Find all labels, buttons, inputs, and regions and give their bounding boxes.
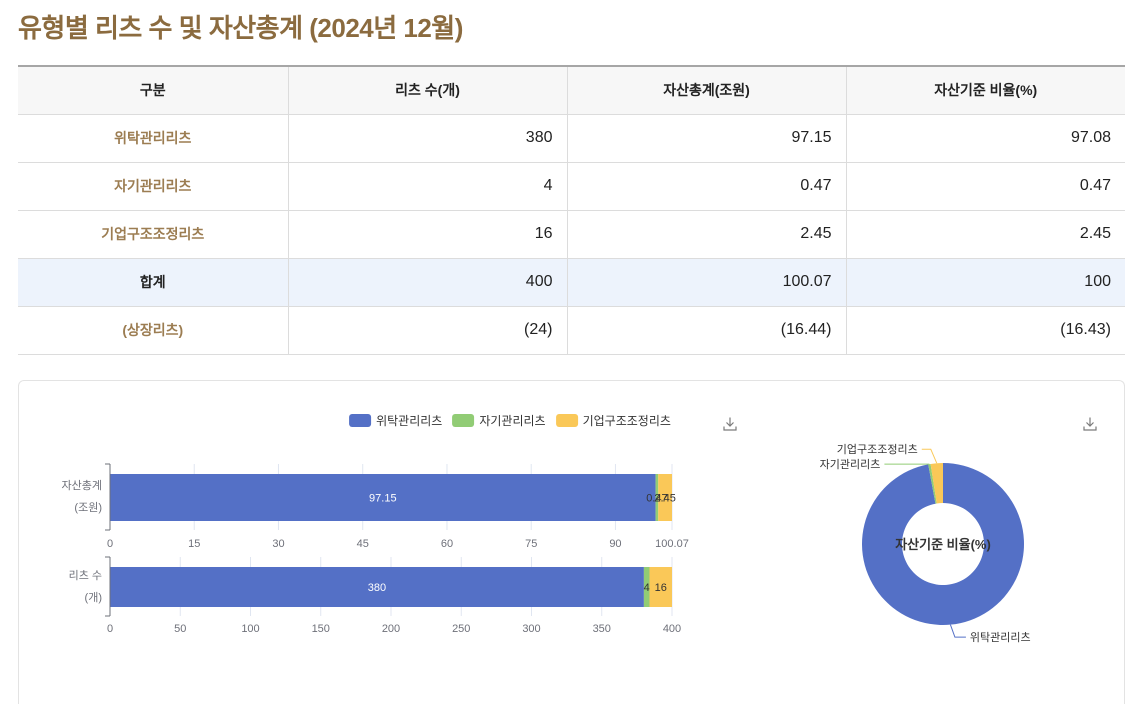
x-tick-label: 45 (357, 538, 369, 550)
row-label: 기업구조조정리츠 (18, 210, 288, 259)
table-row: 자기관리리츠 4 0.47 0.47 (18, 162, 1125, 211)
bar-segment (643, 567, 650, 607)
table-total-row: 합계 400 100.07 100 (18, 258, 1125, 307)
x-tick-label: 0 (107, 623, 113, 635)
pie-slice (861, 463, 1024, 625)
y-axis-category-label: 리츠 수 (69, 569, 102, 582)
reit-count-cell: 16 (287, 210, 567, 259)
header-reit-count: 리츠 수(개) (287, 66, 567, 115)
bar-data-label: 4 (644, 582, 650, 594)
bar-data-label: 97.15 (369, 493, 397, 505)
chart-canvas: 97.15 0.472.45 자산총계 (조원) 0 15 30 45 60 75 90 100.07… (62, 443, 1031, 644)
pie-slice (928, 463, 937, 504)
pie-label: 자기관리리츠 (820, 458, 881, 471)
y-axis-unit-label: (개) (85, 591, 102, 604)
reits-summary-table: 구분 리츠 수(개) 자산총계(조원) 자산기준 비율(%) 위탁관리리츠 38… (18, 65, 1125, 355)
download-icon (1083, 417, 1097, 431)
total-assets-cell: (16.44) (566, 306, 846, 355)
x-tick-label: 400 (663, 623, 681, 635)
asset-ratio-cell: 0.47 (845, 162, 1125, 211)
legend-swatch (452, 414, 475, 427)
table-header-row: 구분 리츠 수(개) 자산총계(조원) 자산기준 비율(%) (18, 66, 1125, 115)
bar-segment (110, 474, 656, 521)
chart-panel: 97.15 0.47 2.45 자산총계 (조원) 0 15 30 45 60 75 90 100.07… (18, 380, 1125, 704)
download-icon (723, 417, 737, 431)
x-tick-label: 75 (525, 538, 537, 550)
pie-label: 기업구조조정리츠 (837, 443, 918, 456)
y-axis-category-label: 자산총계 (62, 479, 102, 492)
total-assets-cell: 2.45 (566, 210, 846, 259)
bar-data-label: 2.45 (654, 493, 675, 505)
x-tick-label: 300 (522, 623, 540, 635)
row-label: 자기관리리츠 (18, 162, 288, 211)
legend-swatch (555, 414, 578, 427)
pie-slice (930, 463, 943, 504)
chart-legend: 위탁관리리츠 자기관리리츠 기업구조조정리츠 (349, 412, 671, 429)
row-label: (상장리츠) (18, 306, 288, 355)
asset-ratio-cell: 97.08 (845, 114, 1125, 163)
x-tick-label: 100 (241, 623, 259, 635)
x-tick-label: 200 (382, 623, 400, 635)
page-title: 유형별 리츠 수 및 자산총계 (2024년 12월) (18, 13, 463, 43)
header-total-assets: 자산총계(조원) (566, 66, 846, 115)
x-tick-label: 350 (593, 623, 611, 635)
bar-segment (110, 567, 644, 607)
row-label: 위탁관리리츠 (18, 114, 288, 163)
asset-ratio-cell: 2.45 (845, 210, 1125, 259)
legend-swatch (349, 414, 372, 427)
x-tick-label: 0 (107, 538, 113, 550)
bar-data-label: 16 (655, 582, 667, 594)
legend-label: 자기관리리츠 (479, 414, 546, 428)
bar-segment (655, 474, 659, 521)
legend-item-cr-reits[interactable]: 기업구조조정리츠 (555, 412, 671, 429)
bar-segment (649, 567, 672, 607)
download-bar-chart-button[interactable] (722, 416, 738, 432)
x-tick-label: 150 (312, 623, 330, 635)
pie-label: 위탁관리리츠 (970, 631, 1031, 644)
x-tick-label: 50 (174, 623, 186, 635)
bar-data-label: 380 (368, 582, 386, 594)
table-row: (상장리츠) (24) (16.44) (16.43) (18, 306, 1125, 355)
x-tick-label: 250 (452, 623, 470, 635)
total-assets-cell: 0.47 (566, 162, 846, 211)
row-label: 합계 (18, 258, 288, 307)
reit-count-cell: 400 (287, 258, 567, 307)
x-tick-label: 60 (441, 538, 453, 550)
pie-leader-line (921, 448, 938, 464)
table-row: 기업구조조정리츠 16 2.45 2.45 (18, 210, 1125, 259)
legend-item-trust-reits[interactable]: 위탁관리리츠 (349, 412, 442, 429)
asset-ratio-cell: (16.43) (845, 306, 1125, 355)
total-assets-cell: 100.07 (566, 258, 846, 307)
legend-label: 기업구조조정리츠 (582, 414, 671, 428)
header-category: 구분 (18, 66, 288, 115)
x-tick-label: 15 (188, 538, 200, 550)
header-asset-ratio: 자산기준 비율(%) (845, 66, 1125, 115)
legend-item-self-managed-reits[interactable]: 자기관리리츠 (452, 412, 546, 429)
pie-center-label: 자산기준 비율(%) (895, 537, 991, 552)
reit-count-cell: 380 (287, 114, 567, 163)
reit-count-cell: (24) (287, 306, 567, 355)
pie-leader-line (949, 624, 966, 638)
total-assets-cell: 97.15 (566, 114, 846, 163)
reit-count-cell: 4 (287, 162, 567, 211)
asset-ratio-cell: 100 (845, 258, 1125, 307)
x-tick-label: 30 (272, 538, 284, 550)
download-pie-chart-button[interactable] (1082, 416, 1098, 432)
bar-segment (658, 474, 672, 521)
table-row: 위탁관리리츠 380 97.15 97.08 (18, 114, 1125, 163)
y-axis-unit-label: (조원) (74, 501, 102, 514)
legend-label: 위탁관리리츠 (376, 414, 443, 428)
x-tick-label: 100.07 (655, 538, 689, 550)
bar-data-label: 0.47 (646, 493, 667, 505)
x-tick-label: 90 (609, 538, 621, 550)
